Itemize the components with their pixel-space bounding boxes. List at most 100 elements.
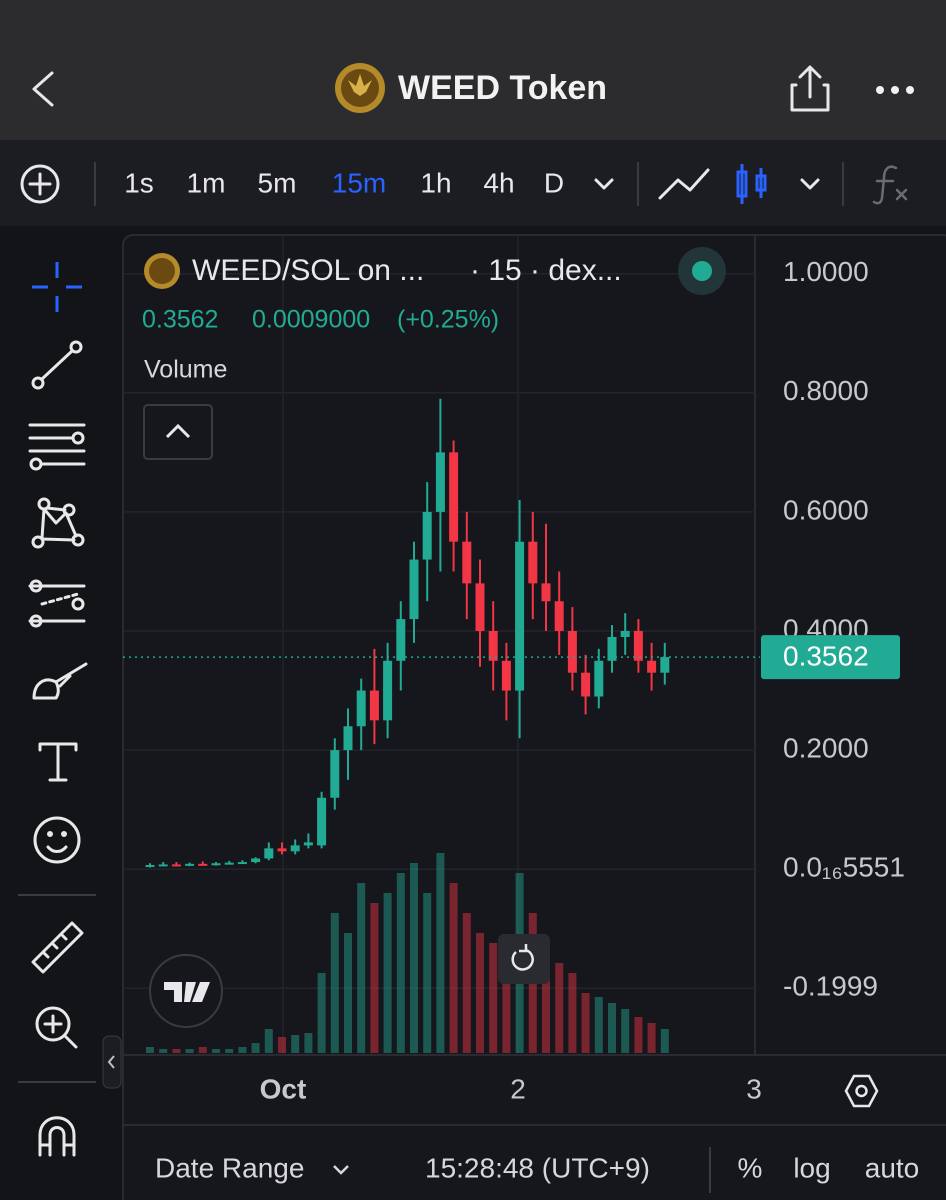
status-dot xyxy=(692,261,712,281)
volume-bar xyxy=(357,883,366,1053)
date-range-button[interactable]: Date Range xyxy=(155,1152,304,1183)
ruler-tool[interactable] xyxy=(31,921,84,974)
interval-button[interactable]: 1h xyxy=(420,167,451,198)
volume-bar xyxy=(396,873,405,1053)
reset-button[interactable] xyxy=(498,934,550,984)
chart-type-dropdown[interactable] xyxy=(800,178,820,190)
pattern-tool[interactable] xyxy=(31,497,85,549)
candle-body xyxy=(251,858,261,863)
settings-dot xyxy=(855,1084,868,1098)
symbol-logo-inner xyxy=(149,258,175,284)
volume-bar xyxy=(198,1047,207,1053)
volume-bar xyxy=(291,1035,300,1053)
volume-bar xyxy=(462,913,471,1053)
back-button[interactable] xyxy=(32,71,54,107)
log-toggle[interactable]: log xyxy=(793,1152,830,1183)
candle-body xyxy=(607,636,617,661)
candle-body xyxy=(343,726,353,751)
collapse-button[interactable] xyxy=(102,1035,122,1089)
auto-toggle[interactable]: auto xyxy=(865,1152,920,1183)
y-tick-label: 0.6000 xyxy=(783,494,869,525)
volume-bar xyxy=(238,1047,247,1053)
volume-bar xyxy=(225,1049,234,1053)
projection-tool[interactable] xyxy=(28,579,86,628)
candle-body xyxy=(633,631,643,661)
header-bg xyxy=(0,0,946,140)
volume-bar xyxy=(502,953,511,1053)
interval-button[interactable]: 5m xyxy=(258,167,297,198)
volume-bar xyxy=(159,1049,168,1053)
emoji-tool[interactable] xyxy=(33,816,81,864)
volume-bar xyxy=(423,893,432,1053)
y-tick-label: 1.0000 xyxy=(783,256,869,287)
y-tick-label: 0.8000 xyxy=(783,375,869,406)
candle-body xyxy=(237,862,247,865)
volume-bar xyxy=(476,933,484,1053)
volume-bar xyxy=(330,913,339,1053)
volume-bar xyxy=(212,1049,220,1053)
interval-dropdown[interactable] xyxy=(594,178,614,190)
candle-body xyxy=(541,583,551,602)
candle-body xyxy=(567,631,577,673)
candle-body xyxy=(515,541,525,691)
volume-bar xyxy=(317,973,326,1053)
candle-body xyxy=(356,690,366,727)
candle-body xyxy=(581,672,591,697)
candle-body xyxy=(396,619,406,661)
legend-change-percent: (+0.25%) xyxy=(397,306,499,334)
interval-list: 1s 1m 5m 15m 1h 4h D xyxy=(124,167,564,198)
interval-button[interactable]: 4h xyxy=(483,167,514,198)
candle-body xyxy=(647,660,657,673)
last-price-label: 0.3562 xyxy=(783,640,869,671)
crosshair-tool[interactable] xyxy=(32,262,82,312)
magnet-tool[interactable] xyxy=(38,1116,76,1157)
volume-bar xyxy=(608,1003,616,1053)
candle-body xyxy=(528,541,538,584)
volume-label: Volume xyxy=(144,356,227,384)
candle-body xyxy=(198,863,208,866)
volume-bar xyxy=(542,943,550,1053)
more-button[interactable] xyxy=(876,86,914,94)
brush-tool[interactable] xyxy=(32,662,88,700)
candle-body xyxy=(554,601,564,632)
trend-line-tool[interactable] xyxy=(31,340,83,390)
legend-price: 0.3562 xyxy=(142,306,218,334)
volume-bar xyxy=(489,943,498,1053)
drawing-tools xyxy=(18,262,122,1157)
candles: 0.3562 xyxy=(123,398,900,868)
zoom-tool[interactable] xyxy=(35,1006,78,1049)
date-range-arrow xyxy=(333,1165,349,1175)
line-chart-button[interactable] xyxy=(658,168,710,200)
add-button[interactable] xyxy=(20,164,60,204)
volume-bar xyxy=(146,1047,154,1053)
percent-toggle[interactable]: % xyxy=(738,1152,763,1183)
volume-bar xyxy=(251,1043,260,1053)
y-tick-label: 0.2000 xyxy=(783,732,869,763)
candle-body xyxy=(435,452,445,512)
toolbar-bg xyxy=(0,140,946,226)
candle-body xyxy=(330,750,340,798)
volume-bar xyxy=(383,893,392,1053)
collapse-arrow xyxy=(107,1055,115,1069)
volume-bar xyxy=(634,1017,643,1053)
candle-chart-button[interactable] xyxy=(736,164,767,204)
symbol-name: WEED/SOL on ... xyxy=(192,254,424,287)
legend-toggle[interactable] xyxy=(143,404,213,460)
text-tool[interactable] xyxy=(38,742,78,782)
candle-body xyxy=(211,863,221,866)
candle-body xyxy=(145,865,155,868)
indicators-button[interactable] xyxy=(872,165,908,205)
share-button[interactable] xyxy=(790,65,830,112)
interval-button[interactable]: D xyxy=(544,167,564,198)
candle-body xyxy=(185,863,195,866)
interval-button[interactable]: 15m xyxy=(332,167,386,198)
fib-tool[interactable] xyxy=(28,423,86,471)
interval-button[interactable]: 1m xyxy=(187,167,226,198)
toggle-arrow xyxy=(165,423,191,439)
interval-button[interactable]: 1s xyxy=(124,167,154,198)
candle-body xyxy=(660,657,670,673)
candle-body xyxy=(277,848,287,852)
settings-button[interactable] xyxy=(844,1074,879,1108)
